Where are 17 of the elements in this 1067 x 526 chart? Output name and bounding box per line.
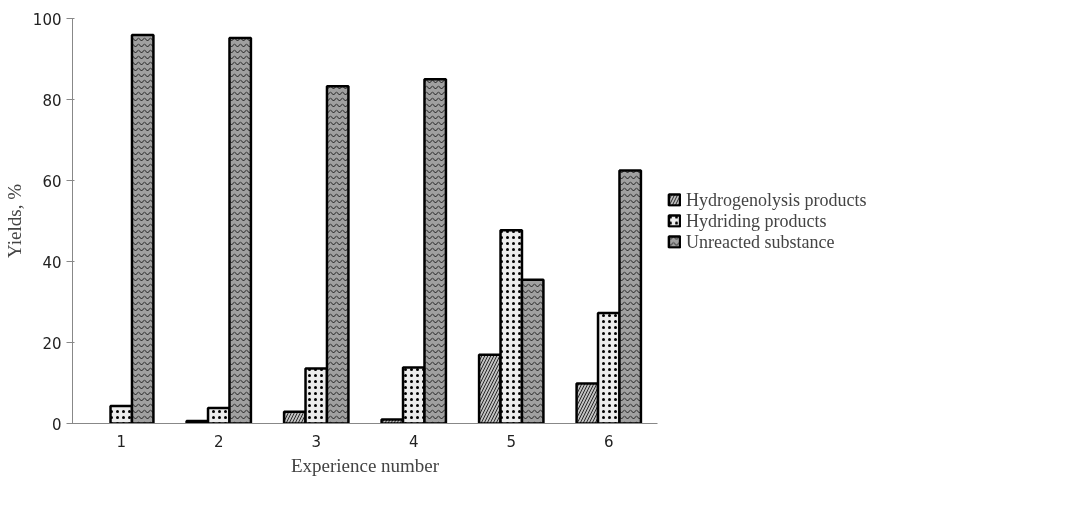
legend-label: Hydrogenolysis products — [686, 189, 867, 210]
y-tick-label: 80 — [42, 91, 62, 110]
x-tick-label: 3 — [311, 432, 322, 451]
y-tick-label: 40 — [42, 253, 62, 272]
y-tick-label: 100 — [32, 10, 62, 29]
x-axis-title: Experience number — [290, 454, 440, 476]
legend-label: Hydriding products — [686, 210, 827, 231]
x-tick-label: 2 — [213, 432, 224, 451]
legend-label: Unreacted substance — [686, 231, 835, 252]
x-tick-label: 6 — [603, 432, 614, 451]
y-axis-title: Yields, % — [3, 183, 25, 258]
x-tick-label: 5 — [506, 432, 517, 451]
y-tick-label: 20 — [42, 334, 62, 353]
y-tick-label: 0 — [51, 415, 62, 434]
x-tick-label: 1 — [116, 432, 127, 451]
x-tick-label: 4 — [408, 432, 419, 451]
y-tick-label: 60 — [42, 172, 62, 191]
